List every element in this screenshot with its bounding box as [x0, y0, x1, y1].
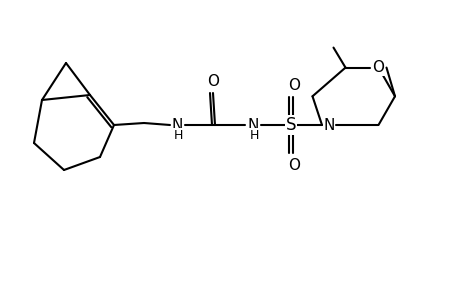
Text: O: O	[372, 60, 384, 75]
Text: N: N	[247, 118, 258, 133]
Text: O: O	[287, 77, 299, 92]
Text: N: N	[323, 118, 334, 133]
Text: H: H	[173, 128, 182, 142]
Text: S: S	[285, 116, 296, 134]
Text: N: N	[171, 118, 182, 133]
Text: O: O	[207, 74, 218, 88]
Text: O: O	[287, 158, 299, 172]
Text: H: H	[249, 128, 258, 142]
